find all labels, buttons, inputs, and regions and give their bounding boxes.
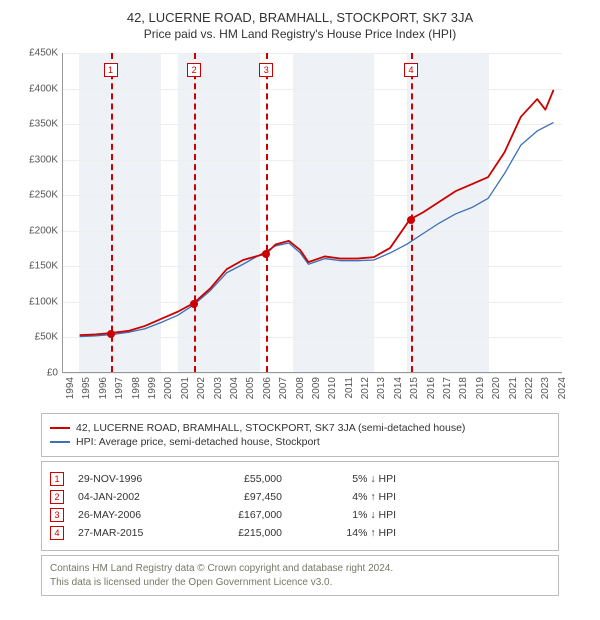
marker-dot xyxy=(262,250,270,258)
x-tick-label: 1999 xyxy=(147,377,158,399)
y-tick-label: £400K xyxy=(29,83,58,94)
legend-item: 42, LUCERNE ROAD, BRAMHALL, STOCKPORT, S… xyxy=(50,422,550,434)
series-property xyxy=(80,90,554,335)
legend-item: HPI: Average price, semi-detached house,… xyxy=(50,436,550,448)
y-tick-label: £250K xyxy=(29,190,58,201)
x-tick-label: 2005 xyxy=(245,377,256,399)
x-tick-label: 2014 xyxy=(393,377,404,399)
txn-price: £215,000 xyxy=(202,527,282,539)
y-tick-label: £450K xyxy=(29,48,58,59)
txn-number: 4 xyxy=(50,526,64,540)
x-tick-label: 2002 xyxy=(196,377,207,399)
x-tick-label: 2013 xyxy=(376,377,387,399)
y-axis: £0£50K£100K£150K£200K£250K£300K£350K£400… xyxy=(20,49,60,373)
x-tick-label: 2008 xyxy=(295,377,306,399)
x-tick-label: 2007 xyxy=(278,377,289,399)
txn-diff: 4% ↑ HPI xyxy=(296,491,396,503)
marker-dot xyxy=(407,216,415,224)
legend-swatch xyxy=(50,441,70,443)
y-tick-label: £300K xyxy=(29,154,58,165)
txn-number: 3 xyxy=(50,508,64,522)
page-title: 42, LUCERNE ROAD, BRAMHALL, STOCKPORT, S… xyxy=(8,10,592,25)
marker-dot xyxy=(107,330,115,338)
txn-date: 26-MAY-2006 xyxy=(78,509,188,521)
txn-price: £167,000 xyxy=(202,509,282,521)
x-tick-label: 2009 xyxy=(311,377,322,399)
txn-diff: 5% ↓ HPI xyxy=(296,473,396,485)
y-tick-label: £0 xyxy=(47,368,58,379)
x-tick-label: 2022 xyxy=(524,377,535,399)
txn-date: 29-NOV-1996 xyxy=(78,473,188,485)
chart-lines xyxy=(63,53,562,372)
gridline xyxy=(63,373,562,374)
table-row: 3 26-MAY-2006 £167,000 1% ↓ HPI xyxy=(50,508,550,522)
transactions-table: 1 29-NOV-1996 £55,000 5% ↓ HPI 2 04-JAN-2002 £… xyxy=(41,461,559,551)
x-tick-label: 1995 xyxy=(81,377,92,399)
x-axis: 1994 1995 1996 1997 1998 1999 2000 2001 2002 2003… xyxy=(62,375,562,409)
x-tick-label: 2000 xyxy=(163,377,174,399)
marker-label: 3 xyxy=(259,63,273,77)
x-tick-label: 2012 xyxy=(360,377,371,399)
x-tick-label: 2011 xyxy=(344,377,355,399)
x-tick-label: 2017 xyxy=(442,377,453,399)
x-tick-label: 2016 xyxy=(426,377,437,399)
table-row: 4 27-MAR-2015 £215,000 14% ↑ HPI xyxy=(50,526,550,540)
legend: 42, LUCERNE ROAD, BRAMHALL, STOCKPORT, S… xyxy=(41,413,559,457)
legend-label: 42, LUCERNE ROAD, BRAMHALL, STOCKPORT, S… xyxy=(76,422,465,434)
x-tick-label: 2004 xyxy=(229,377,240,399)
y-tick-label: £50K xyxy=(35,332,58,343)
txn-date: 27-MAR-2015 xyxy=(78,527,188,539)
legend-swatch xyxy=(50,427,70,429)
attribution: Contains HM Land Registry data © Crown c… xyxy=(41,555,559,596)
table-row: 1 29-NOV-1996 £55,000 5% ↓ HPI xyxy=(50,472,550,486)
x-tick-label: 2015 xyxy=(409,377,420,399)
y-tick-label: £350K xyxy=(29,119,58,130)
y-tick-label: £200K xyxy=(29,225,58,236)
y-tick-label: £150K xyxy=(29,261,58,272)
attribution-line: This data is licensed under the Open Gov… xyxy=(50,576,550,590)
x-tick-label: 2018 xyxy=(458,377,469,399)
marker-dot xyxy=(190,300,198,308)
y-tick-label: £100K xyxy=(29,296,58,307)
x-tick-label: 1998 xyxy=(131,377,142,399)
x-tick-label: 1996 xyxy=(98,377,109,399)
x-tick-label: 2023 xyxy=(540,377,551,399)
x-tick-label: 2020 xyxy=(491,377,502,399)
txn-price: £55,000 xyxy=(202,473,282,485)
legend-label: HPI: Average price, semi-detached house,… xyxy=(76,436,320,448)
page-subtitle: Price paid vs. HM Land Registry's House … xyxy=(8,27,592,41)
series-hpi xyxy=(80,122,554,336)
x-tick-label: 2024 xyxy=(557,377,568,399)
x-tick-label: 2021 xyxy=(508,377,519,399)
marker-label: 4 xyxy=(404,63,418,77)
plot-area: 1 2 3 4 xyxy=(62,53,562,373)
marker-label: 2 xyxy=(187,63,201,77)
txn-date: 04-JAN-2002 xyxy=(78,491,188,503)
chart: £0 £50K £100K £150K £200K £250K £300K £350K £400… xyxy=(20,49,580,409)
txn-diff: 14% ↑ HPI xyxy=(296,527,396,539)
x-tick-label: 2019 xyxy=(475,377,486,399)
x-tick-label: 1997 xyxy=(114,377,125,399)
marker-label: 1 xyxy=(104,63,118,77)
txn-number: 2 xyxy=(50,490,64,504)
table-row: 2 04-JAN-2002 £97,450 4% ↑ HPI xyxy=(50,490,550,504)
x-tick-label: 1994 xyxy=(65,377,76,399)
attribution-line: Contains HM Land Registry data © Crown c… xyxy=(50,562,550,576)
x-tick-label: 2001 xyxy=(180,377,191,399)
x-tick-label: 2006 xyxy=(262,377,273,399)
txn-number: 1 xyxy=(50,472,64,486)
x-tick-label: 2003 xyxy=(213,377,224,399)
txn-diff: 1% ↓ HPI xyxy=(296,509,396,521)
x-tick-label: 2010 xyxy=(327,377,338,399)
txn-price: £97,450 xyxy=(202,491,282,503)
